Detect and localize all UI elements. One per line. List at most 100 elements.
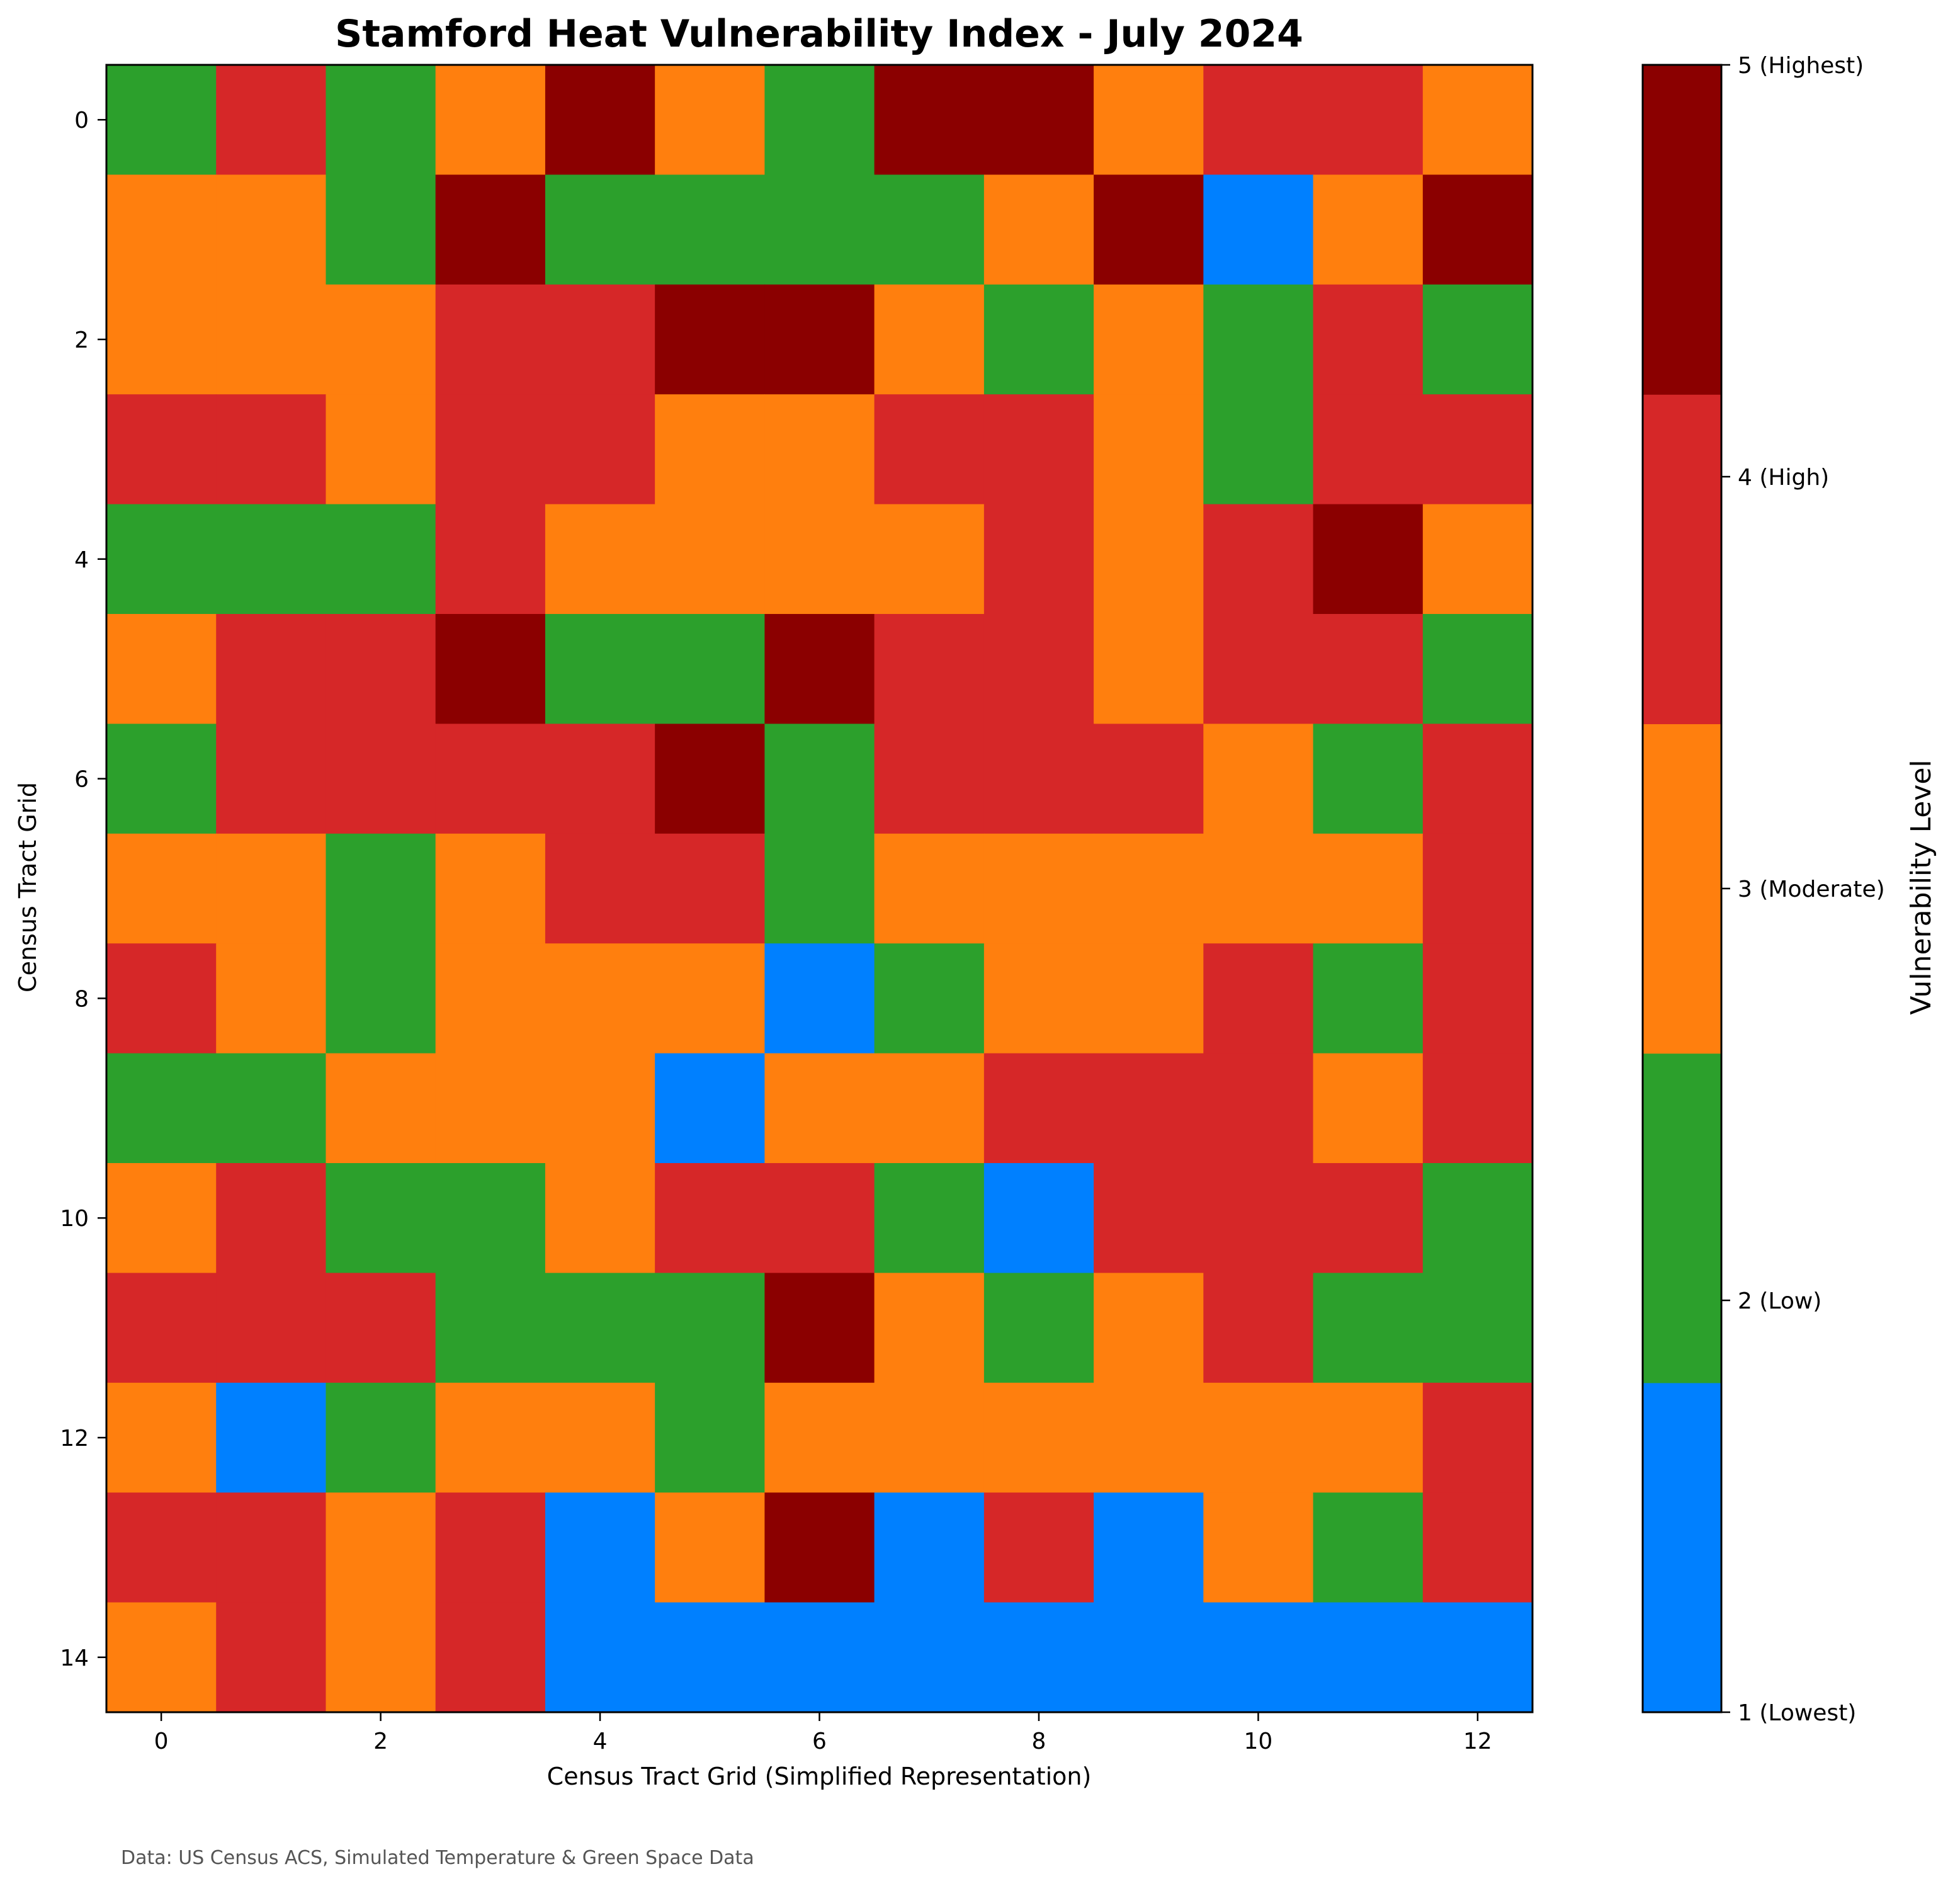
heatmap-cell <box>655 943 765 1054</box>
heatmap-cell <box>1313 614 1424 724</box>
heatmap-cell <box>216 1273 327 1383</box>
heatmap-cell <box>874 724 985 834</box>
heatmap-cell <box>1422 614 1533 724</box>
heatmap-cell <box>655 65 765 175</box>
heatmap-cell <box>545 1602 655 1713</box>
heatmap-cell <box>1203 1492 1314 1603</box>
heatmap-cell <box>655 1053 765 1164</box>
heatmap-cell <box>1313 943 1424 1054</box>
heatmap-cell <box>655 1382 765 1493</box>
heatmap-cell <box>983 394 1094 505</box>
heatmap-cell <box>1203 1163 1314 1273</box>
heatmap-cell <box>655 724 765 834</box>
heatmap-cell <box>1094 1053 1204 1164</box>
heatmap-cell <box>1203 284 1314 395</box>
heatmap-cell <box>326 394 436 505</box>
heatmap-cell <box>435 1053 546 1164</box>
heatmap-cell <box>545 284 655 395</box>
heatmap-cell <box>1203 833 1314 944</box>
heatmap-cell <box>545 394 655 505</box>
heatmap-cell <box>983 1602 1094 1713</box>
heatmap-cell <box>1094 284 1204 395</box>
heatmap-cell <box>1313 724 1424 834</box>
heatmap-cell <box>216 1053 327 1164</box>
heatmap-cell <box>983 1053 1094 1164</box>
heatmap-cell <box>874 65 985 175</box>
heatmap-cell <box>1422 1163 1533 1273</box>
heatmap-cell <box>106 284 217 395</box>
heatmap-cell <box>1094 1492 1204 1603</box>
y-tick-label: 0 <box>74 108 89 133</box>
heatmap-cell <box>435 504 546 615</box>
colorbar-tick-label: 3 (Moderate) <box>1738 877 1885 902</box>
heatmap-cell <box>106 1273 217 1383</box>
heatmap-cell <box>655 1163 765 1273</box>
heatmap-cell <box>326 724 436 834</box>
heatmap-cell <box>435 1163 546 1273</box>
heatmap-cell <box>545 1382 655 1493</box>
heatmap-cell <box>545 1492 655 1603</box>
heatmap-cell <box>435 394 546 505</box>
colorbar-ticks: 1 (Lowest) 2 (Low) 3 (Moderate) 4 (High) 5 (… <box>1721 53 1885 1726</box>
heatmap-cell <box>764 65 875 175</box>
heatmap-cell <box>1422 1053 1533 1164</box>
heatmap-cell <box>655 394 765 505</box>
heatmap-cell <box>106 504 217 615</box>
heatmap-cell <box>655 833 765 944</box>
heatmap-cell <box>874 504 985 615</box>
heatmap-cell <box>545 1163 655 1273</box>
heatmap-cell <box>326 65 436 175</box>
heatmap-cell <box>1203 1053 1314 1164</box>
colorbar-segment <box>1643 724 1721 1054</box>
colorbar-tick-label: 5 (Highest) <box>1738 53 1864 79</box>
x-axis-ticks: 0 2 4 6 8 10 12 <box>154 1712 1492 1754</box>
heatmap-cell <box>106 833 217 944</box>
heatmap-cell <box>1094 1382 1204 1493</box>
heatmap-cell <box>1203 1273 1314 1383</box>
heatmap-cell <box>326 1492 436 1603</box>
heatmap-cell <box>435 65 546 175</box>
y-axis-ticks: 0 2 4 6 8 10 12 14 <box>60 108 106 1671</box>
heatmap-cell <box>874 174 985 285</box>
heatmap-cell <box>874 284 985 395</box>
x-tick-label: 6 <box>812 1729 827 1754</box>
heatmap-cell <box>545 65 655 175</box>
heatmap-cell <box>435 724 546 834</box>
x-tick-label: 0 <box>154 1729 169 1754</box>
heatmap-cell <box>1094 394 1204 505</box>
x-tick-label: 2 <box>373 1729 388 1754</box>
heatmap-cell <box>1203 504 1314 615</box>
heatmap-cell <box>1313 1273 1424 1383</box>
heatmap-cell <box>874 614 985 724</box>
heatmap-cell <box>764 1382 875 1493</box>
heatmap-cell <box>1203 394 1314 505</box>
heatmap-cell <box>655 174 765 285</box>
heatmap-cell <box>1203 1382 1314 1493</box>
heatmap-cell <box>1203 943 1314 1054</box>
heatmap-cell <box>216 394 327 505</box>
heatmap-cell <box>655 1602 765 1713</box>
x-tick-label: 8 <box>1032 1729 1046 1754</box>
heatmap-cell <box>1094 833 1204 944</box>
heatmap-cell <box>216 943 327 1054</box>
heatmap-cell <box>435 833 546 944</box>
heatmap-cell <box>983 1273 1094 1383</box>
heatmap-cell <box>545 724 655 834</box>
heatmap-cell <box>1313 1163 1424 1273</box>
heatmap-cell <box>764 1602 875 1713</box>
heatmap-cell <box>435 1492 546 1603</box>
x-tick-label: 10 <box>1244 1729 1273 1754</box>
heatmap-cell <box>1313 65 1424 175</box>
heatmap-cell <box>1422 1602 1533 1713</box>
heatmap-cell <box>1094 943 1204 1054</box>
heatmap-cell <box>216 1163 327 1273</box>
heatmap-cell <box>1422 174 1533 285</box>
heatmap-cell <box>435 1273 546 1383</box>
heatmap-cell <box>1313 1382 1424 1493</box>
heatmap-cell <box>655 1273 765 1383</box>
heatmap-cell <box>326 284 436 395</box>
heatmap-cell <box>545 174 655 285</box>
heatmap-cell <box>764 614 875 724</box>
heatmap-cell <box>1203 1602 1314 1713</box>
heatmap-cell <box>983 284 1094 395</box>
